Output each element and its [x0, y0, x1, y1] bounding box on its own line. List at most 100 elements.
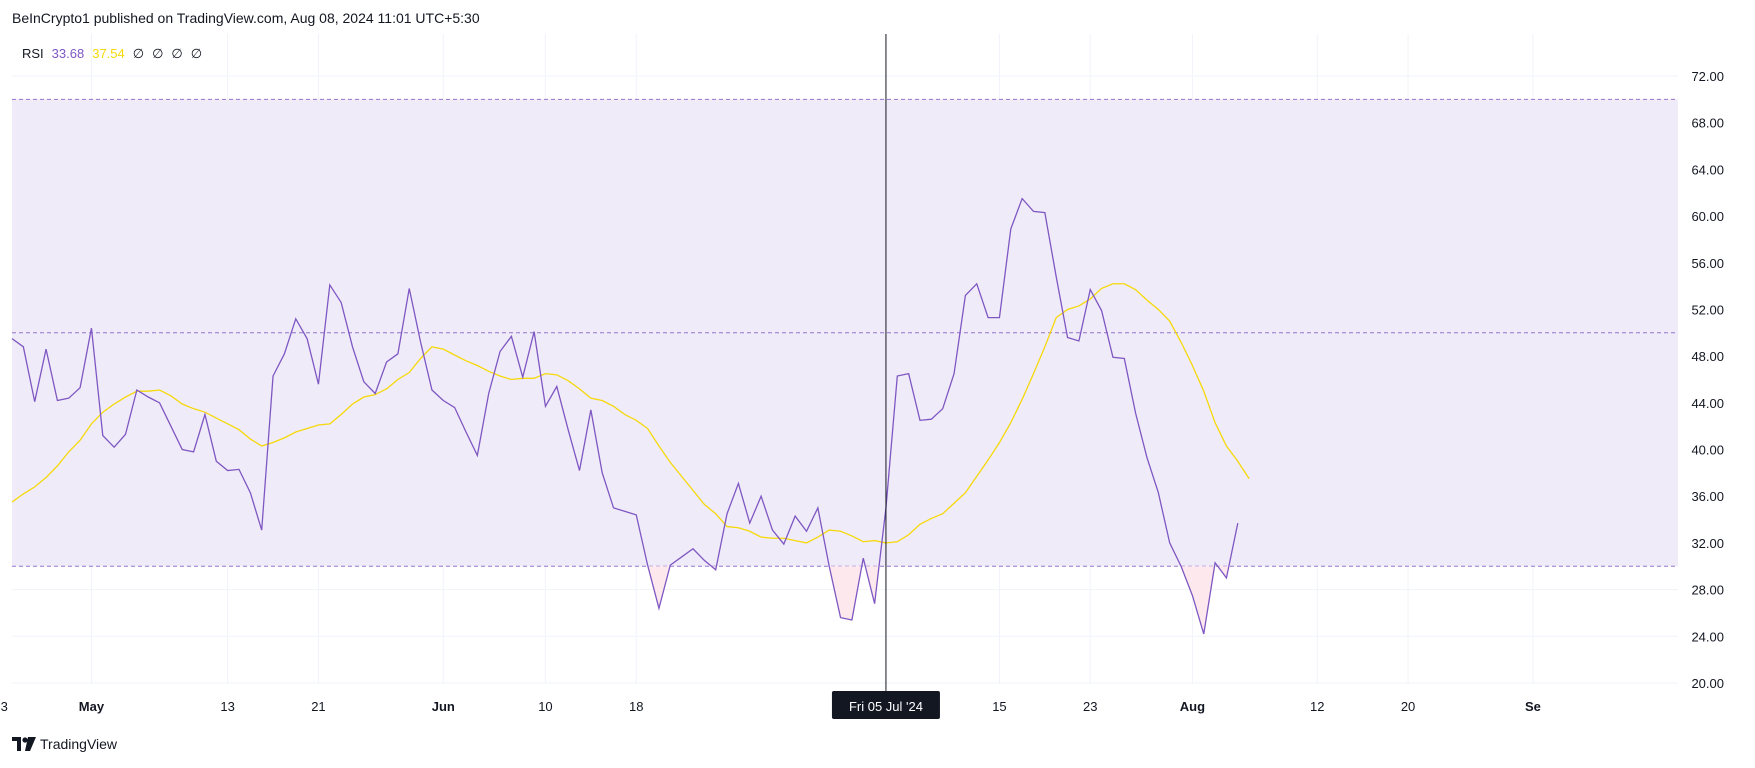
rsi-data-point [101, 434, 104, 437]
ma-data-point [1236, 460, 1239, 463]
x-tick-label: 18 [629, 699, 643, 714]
ma-data-point [782, 537, 785, 540]
rsi-data-point [623, 510, 626, 513]
y-tick-label: 52.00 [1691, 302, 1724, 317]
ma-data-point [147, 390, 150, 393]
x-axis-labels: 23 May 13 21 Jun 10 18 15 23 Aug 12 20 Se [0, 699, 1541, 714]
ma-data-point [646, 427, 649, 430]
rsi-data-point [1191, 594, 1194, 597]
ma-data-point [181, 403, 184, 406]
ma-data-point [760, 536, 763, 539]
ma-data-point [226, 422, 229, 425]
ma-data-point [953, 502, 956, 505]
rsi-data-point [1021, 197, 1024, 200]
ma-data-point [1134, 288, 1137, 291]
rsi-data-point [408, 287, 411, 290]
ma-data-point [272, 441, 275, 444]
ma-data-point [521, 377, 524, 380]
ma-data-point [362, 396, 365, 399]
ma-data-point [67, 450, 70, 453]
ma-data-point [703, 503, 706, 506]
rsi-data-point [714, 568, 717, 571]
ma-data-point [385, 387, 388, 390]
rsi-data-point [839, 616, 842, 619]
rsi-data-point [748, 522, 751, 525]
rsi-data-point [487, 392, 490, 395]
rsi-data-point [317, 383, 320, 386]
rsi-data-point [692, 547, 695, 550]
rsi-data-point [953, 372, 956, 375]
rsi-data-point [975, 282, 978, 285]
ma-data-point [260, 445, 263, 448]
x-tick-label: Se [1525, 699, 1541, 714]
rsi-data-point [340, 301, 343, 304]
rsi-data-point [578, 469, 581, 472]
rsi-data-point [987, 316, 990, 319]
legend-indicator-name[interactable]: RSI [22, 46, 44, 61]
footer-brand[interactable]: TradingView [12, 736, 117, 752]
ma-data-point [1066, 308, 1069, 311]
rsi-data-point [533, 330, 536, 333]
rsi-data-point [1111, 356, 1114, 359]
rsi-data-point [1157, 491, 1160, 494]
rsi-data-point [147, 396, 150, 399]
ma-data-point [499, 374, 502, 377]
crosshair-date-label: Fri 05 Jul '24 [849, 699, 923, 714]
rsi-data-point [215, 460, 218, 463]
rsi-data-point [226, 469, 229, 472]
ma-data-point [476, 364, 479, 367]
rsi-data-point [1236, 522, 1239, 525]
ma-data-point [374, 393, 377, 396]
x-tick-label: 10 [538, 699, 552, 714]
ma-data-point [124, 396, 127, 399]
rsi-data-point [192, 450, 195, 453]
ma-data-point [748, 530, 751, 533]
ma-data-point [816, 536, 819, 539]
ma-data-point [419, 357, 422, 360]
rsi-data-point [249, 491, 252, 494]
rsi-data-point [1032, 210, 1035, 213]
rsi-data-point [850, 618, 853, 621]
legend-empty-value-4: ∅ [190, 46, 203, 61]
y-tick-label: 36.00 [1691, 489, 1724, 504]
rsi-data-point [601, 471, 604, 474]
rsi-data-point [294, 317, 297, 320]
y-tick-label: 44.00 [1691, 396, 1724, 411]
ma-data-point [465, 359, 468, 362]
rsi-data-point [589, 408, 592, 411]
rsi-data-point [1134, 412, 1137, 415]
y-axis-labels: 72.00 68.00 64.00 60.00 56.00 52.00 48.00 44.00… [1691, 69, 1724, 691]
rsi-data-point [1146, 456, 1149, 459]
rsi-data-point [771, 529, 774, 532]
rsi-data-point [930, 418, 933, 421]
rsi-data-point [1225, 576, 1228, 579]
rsi-data-point [646, 564, 649, 567]
rsi-data-point [67, 397, 70, 400]
rsi-data-point [760, 495, 763, 498]
ma-data-point [1100, 287, 1103, 290]
rsi-data-point [510, 335, 513, 338]
ma-data-point [79, 439, 82, 442]
ma-data-point [669, 461, 672, 464]
ma-data-point [1146, 299, 1149, 302]
rsi-data-point [828, 565, 831, 568]
rsi-data-point [328, 283, 331, 286]
rsi-data-point [680, 555, 683, 558]
ma-data-point [850, 534, 853, 537]
ma-data-point [987, 459, 990, 462]
x-tick-label: 13 [220, 699, 234, 714]
crosshair-date-box [831, 691, 940, 719]
rsi-data-point [816, 506, 819, 509]
ma-data-point [1248, 477, 1251, 480]
ma-data-point [737, 526, 740, 529]
ma-data-point [862, 540, 865, 543]
rsi-data-point [11, 337, 14, 340]
ma-data-point [873, 539, 876, 542]
rsi-data-point [113, 446, 116, 449]
footer-brand-label: TradingView [40, 736, 118, 752]
rsi-data-point [90, 327, 93, 330]
ma-data-point [90, 422, 93, 425]
rsi-data-point [612, 506, 615, 509]
ma-data-point [601, 399, 604, 402]
